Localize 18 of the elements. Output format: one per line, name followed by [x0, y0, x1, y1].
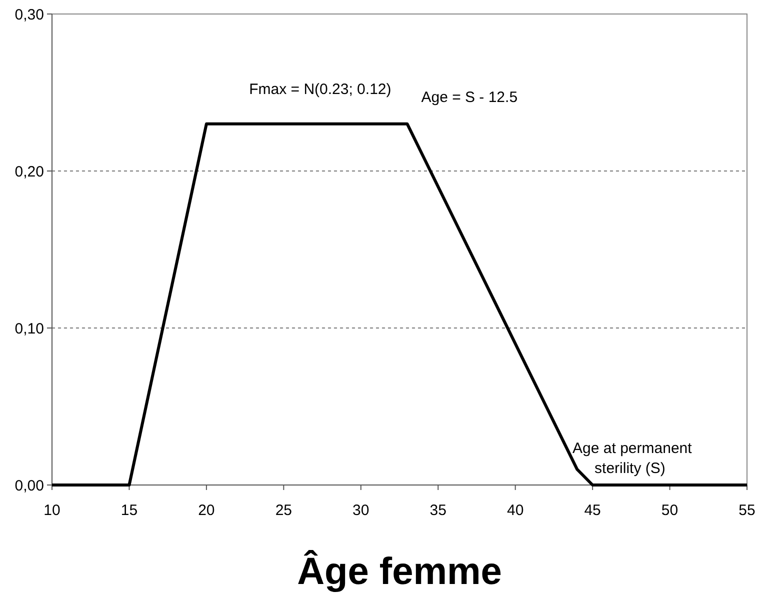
- x-tick-label: 40: [506, 502, 524, 519]
- x-tick-label: 20: [198, 502, 215, 519]
- annotation: Fmax = N(0.23; 0.12): [249, 80, 392, 98]
- x-tick-label: 50: [661, 502, 678, 519]
- x-tick-label: 30: [352, 502, 370, 519]
- x-tick-label: 10: [44, 502, 60, 519]
- y-tick-label: 0,30: [14, 6, 44, 24]
- y-tick-label: 0,10: [14, 320, 44, 338]
- x-tick-label: 25: [275, 502, 292, 519]
- x-tick-label: 15: [120, 502, 138, 519]
- annotation: Age = S - 12.5: [421, 88, 518, 106]
- x-tick-label: 35: [430, 502, 446, 519]
- y-tick-label: 0,00: [14, 477, 44, 494]
- annotation: Age at permanent sterility (S): [572, 440, 693, 477]
- y-tick-label: 0,20: [14, 163, 44, 180]
- x-axis-title: Âge femme: [297, 549, 502, 593]
- x-tick-label: 45: [584, 502, 601, 519]
- x-tick-label: 55: [738, 502, 756, 519]
